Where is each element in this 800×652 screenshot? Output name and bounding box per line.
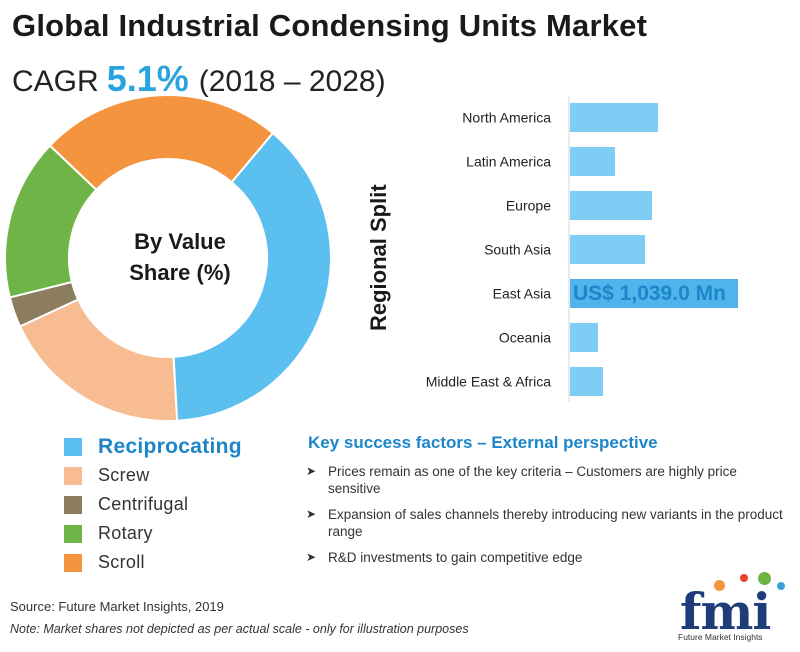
donut-center-line-1: By Value bbox=[134, 229, 226, 254]
ksf-item: ➤ Prices remain as one of the key criter… bbox=[306, 463, 786, 497]
legend-label-screw: Screw bbox=[98, 465, 150, 485]
bar-label: North America bbox=[462, 110, 551, 126]
legend-label-reciprocating: Reciprocating bbox=[98, 434, 242, 458]
cagr-row: CAGR 5.1% (2018 – 2028) bbox=[12, 58, 386, 100]
ksf-item-text: Prices remain as one of the key criteria… bbox=[328, 464, 737, 496]
legend-item-centrifugal: Centrifugal bbox=[64, 490, 242, 519]
cagr-label: CAGR bbox=[12, 65, 99, 98]
legend-item-reciprocating: Reciprocating bbox=[64, 432, 242, 461]
chevron-right-icon: ➤ bbox=[306, 507, 317, 521]
bar-latin-america bbox=[570, 147, 615, 176]
donut-slice-reciprocating bbox=[172, 131, 332, 422]
bar-europe bbox=[570, 191, 652, 220]
bar-label: Oceania bbox=[499, 330, 551, 346]
legend-label-rotary: Rotary bbox=[98, 523, 153, 543]
ksf-item: ➤ R&D investments to gain competitive ed… bbox=[306, 549, 786, 566]
regional-split-label: Regional Split bbox=[366, 184, 391, 331]
note-text: Note: Market shares not depicted as per … bbox=[10, 622, 469, 636]
bar-label: South Asia bbox=[484, 242, 551, 258]
legend-label-scroll: Scroll bbox=[98, 552, 145, 572]
bar-south-asia bbox=[570, 235, 645, 264]
donut-legend: Reciprocating Screw Centrifugal Rotary S… bbox=[64, 432, 242, 577]
ksf-item-text: Expansion of sales channels thereby intr… bbox=[328, 507, 783, 539]
legend-item-screw: Screw bbox=[64, 461, 242, 490]
donut-slice-scroll bbox=[48, 94, 275, 192]
legend-swatch-scroll bbox=[64, 553, 82, 572]
legend-swatch-rotary bbox=[64, 524, 82, 543]
source-text: Source: Future Market Insights, 2019 bbox=[10, 599, 224, 614]
chevron-right-icon: ➤ bbox=[306, 550, 317, 564]
bar-label: Europe bbox=[506, 198, 551, 214]
legend-item-scroll: Scroll bbox=[64, 548, 242, 577]
ksf-item-text: R&D investments to gain competitive edge bbox=[328, 550, 583, 565]
legend-swatch-screw bbox=[64, 466, 82, 485]
bar-east-asia bbox=[570, 279, 738, 308]
legend-item-rotary: Rotary bbox=[64, 519, 242, 548]
fmi-logo: fmi Future Market Insights bbox=[676, 570, 794, 646]
bar-middle-east-africa bbox=[570, 367, 603, 396]
ksf-item: ➤ Expansion of sales channels thereby in… bbox=[306, 506, 786, 540]
logo-dot-icon bbox=[740, 574, 748, 582]
bar-oceania bbox=[570, 323, 598, 352]
donut-center-line-2: Share (%) bbox=[129, 260, 231, 285]
logo-tagline: Future Market Insights bbox=[678, 632, 763, 642]
east-asia-value-label: US$ 1,039.0 Mn bbox=[573, 282, 726, 305]
key-success-factors-title: Key success factors – External perspecti… bbox=[308, 433, 658, 452]
logo-letters: fmi bbox=[680, 582, 771, 641]
legend-swatch-centrifugal bbox=[64, 495, 82, 514]
chevron-right-icon: ➤ bbox=[306, 464, 317, 478]
bar-label: Latin America bbox=[466, 154, 551, 170]
cagr-value: 5.1% bbox=[106, 58, 189, 99]
legend-swatch-reciprocating bbox=[64, 437, 82, 456]
key-success-factors-list: ➤ Prices remain as one of the key criter… bbox=[306, 463, 786, 575]
legend-label-centrifugal: Centrifugal bbox=[98, 494, 189, 514]
bar-label: Middle East & Africa bbox=[426, 374, 551, 390]
logo-dot-icon bbox=[714, 580, 725, 591]
logo-dot-icon bbox=[758, 572, 771, 585]
cagr-period: (2018 – 2028) bbox=[198, 65, 386, 98]
bar-north-america bbox=[570, 103, 658, 132]
page-title: Global Industrial Condensing Units Marke… bbox=[12, 8, 648, 43]
donut-center-label: By Value Share (%) bbox=[95, 226, 265, 288]
bar-label: East Asia bbox=[493, 286, 552, 302]
logo-dot-icon bbox=[777, 582, 785, 590]
